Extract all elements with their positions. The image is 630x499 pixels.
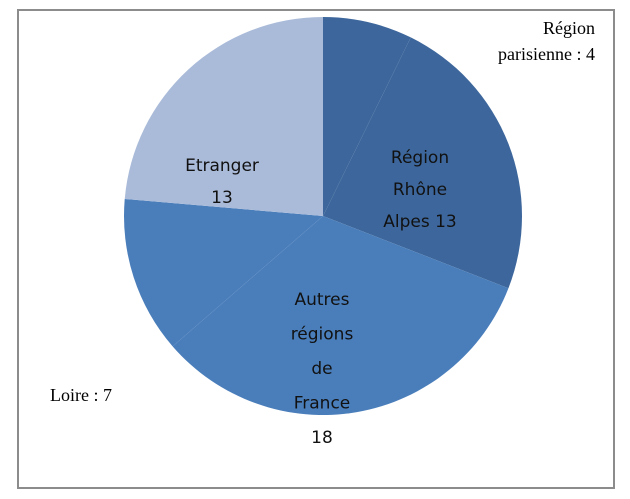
label-line: 18 — [311, 428, 333, 448]
pie-slice — [323, 17, 411, 216]
label-line: régions — [291, 325, 354, 345]
data-label: Loire : 7 — [50, 385, 112, 405]
pie-slice — [124, 17, 324, 216]
pie-slice — [123, 198, 323, 347]
label-line: Loire : 7 — [50, 385, 112, 405]
data-label: Région parisienne : 4 — [498, 18, 595, 64]
label-line: France — [294, 394, 351, 414]
pie-slice — [323, 37, 522, 289]
label-line: parisienne : 4 — [498, 44, 595, 64]
label-line: de — [311, 359, 332, 379]
label-line: Région — [543, 18, 595, 38]
label-line: Autres — [294, 290, 349, 310]
label-line: Etranger — [185, 156, 259, 176]
label-line: 13 — [211, 188, 233, 208]
label-line: Rhône — [393, 180, 447, 200]
data-label: Région Rhône Alpes 13 — [383, 148, 457, 232]
label-line: Région — [391, 148, 449, 168]
label-line: Alpes 13 — [383, 212, 457, 232]
data-label: Autres régions de France 18 — [291, 290, 354, 448]
pie-slice — [172, 216, 509, 415]
data-label: Etranger 13 — [185, 156, 259, 208]
